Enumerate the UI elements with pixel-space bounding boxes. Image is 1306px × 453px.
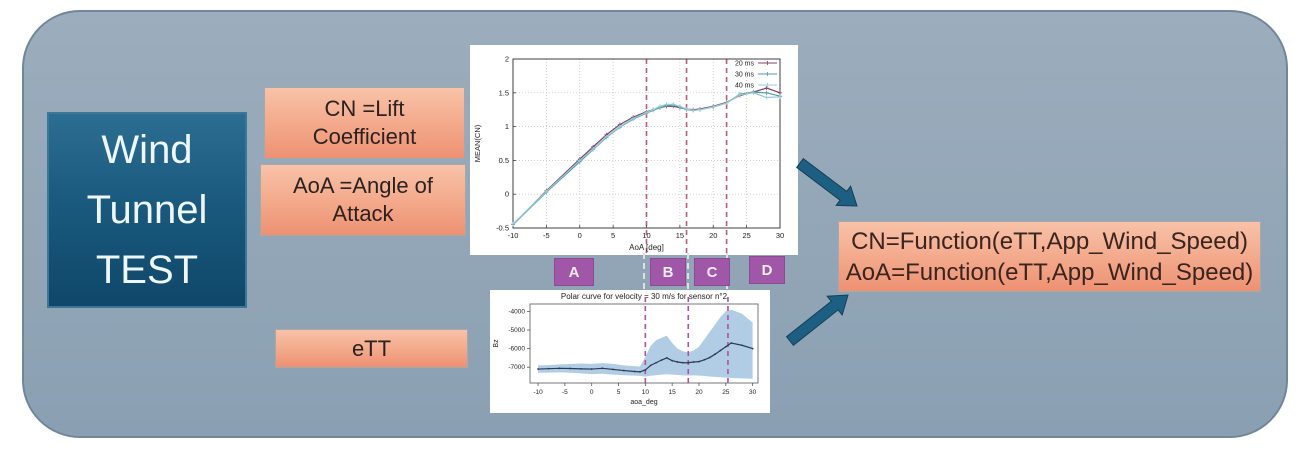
svg-text:-7000: -7000 xyxy=(508,364,525,371)
svg-text:-5: -5 xyxy=(543,231,550,240)
svg-text:-6000: -6000 xyxy=(508,346,525,353)
svg-text:5: 5 xyxy=(617,389,621,396)
svg-text:20 ms: 20 ms xyxy=(735,61,755,68)
cn-definition-line-1: CN =Lift xyxy=(324,96,405,121)
svg-text:10: 10 xyxy=(642,389,650,396)
cn-function-text: CN=Function(eTT,App_Wind_Speed) xyxy=(851,227,1248,255)
aoa-function-text: AoA=Function(eTT,App_Wind_Speed) xyxy=(845,258,1254,286)
cn-vs-aoa-chart-panel: -10 -5 0 5 10 15 20 25 30 -0.5 0 0.5 1 1.5 2 AoA [deg] M… xyxy=(470,45,798,255)
title-line-3: TEST xyxy=(95,248,199,292)
output-function-box: CN=Function(eTT,App_Wind_Speed) AoA=Func… xyxy=(838,221,1261,292)
svg-text:Polar curve for velocity = 30: Polar curve for velocity = 30 m/s for se… xyxy=(561,292,728,301)
title-line-2: Tunnel xyxy=(86,188,208,232)
cn-definition-box: CN =Lift Coefficient xyxy=(264,87,465,159)
svg-text:2: 2 xyxy=(505,55,509,64)
dashed-connector-1 xyxy=(643,253,645,289)
svg-text:0.5: 0.5 xyxy=(499,156,509,165)
cn-vs-aoa-line-chart: -10 -5 0 5 10 15 20 25 30 -0.5 0 0.5 1 1.5 2 AoA [deg] M… xyxy=(473,55,784,253)
region-marker-d: D xyxy=(749,256,785,284)
svg-text:-5: -5 xyxy=(562,389,568,396)
polar-curve-chart-panel: Polar curve for velocity = 30 m/s for se… xyxy=(490,290,770,413)
svg-text:1: 1 xyxy=(505,122,509,131)
svg-text:1.5: 1.5 xyxy=(499,88,509,97)
svg-text:10: 10 xyxy=(642,231,650,240)
svg-text:0: 0 xyxy=(578,231,582,240)
svg-text:Bz: Bz xyxy=(493,339,500,348)
svg-text:20: 20 xyxy=(695,389,703,396)
svg-text:30: 30 xyxy=(776,231,784,240)
wind-tunnel-test-box: Wind Tunnel TEST xyxy=(47,112,247,308)
svg-text:-4000: -4000 xyxy=(508,308,525,315)
region-marker-c: C xyxy=(694,258,730,286)
title-line-1: Wind xyxy=(101,128,193,172)
cn-definition-line-2: Coefficient xyxy=(312,124,417,149)
svg-text:30: 30 xyxy=(749,389,757,396)
svg-text:MEAN(CN): MEAN(CN) xyxy=(473,124,482,162)
svg-text:25: 25 xyxy=(722,389,730,396)
region-marker-b-label: B xyxy=(662,263,674,281)
dashed-connector-2 xyxy=(687,253,689,289)
aoa-definition-line-1: AoA =Angle of xyxy=(292,173,434,198)
svg-text:15: 15 xyxy=(676,231,684,240)
region-marker-b: B xyxy=(650,258,686,286)
svg-text:0: 0 xyxy=(590,389,594,396)
svg-text:5: 5 xyxy=(611,231,615,240)
svg-text:-10: -10 xyxy=(533,389,543,396)
region-marker-c-label: C xyxy=(706,263,718,281)
aoa-definition-box: AoA =Angle of Attack xyxy=(260,164,466,236)
region-marker-a: A xyxy=(554,258,594,286)
svg-text:aoa_deg: aoa_deg xyxy=(630,399,657,406)
region-marker-d-label: D xyxy=(761,261,773,279)
polar-curve-band-chart: Polar curve for velocity = 30 m/s for se… xyxy=(493,292,759,406)
svg-text:15: 15 xyxy=(669,389,677,396)
svg-text:AoA [deg]: AoA [deg] xyxy=(629,243,664,252)
svg-text:0: 0 xyxy=(505,190,509,199)
svg-text:-0.5: -0.5 xyxy=(496,224,509,233)
svg-text:30 ms: 30 ms xyxy=(735,72,755,79)
svg-text:25: 25 xyxy=(742,231,750,240)
svg-text:40 ms: 40 ms xyxy=(735,83,755,90)
region-marker-a-label: A xyxy=(568,263,580,281)
ett-label: eTT xyxy=(351,335,392,361)
aoa-definition-line-2: Attack xyxy=(332,201,394,226)
svg-text:-5000: -5000 xyxy=(508,327,525,334)
ett-box: eTT xyxy=(275,329,468,368)
svg-text:20: 20 xyxy=(709,231,717,240)
svg-text:-10: -10 xyxy=(508,231,519,240)
